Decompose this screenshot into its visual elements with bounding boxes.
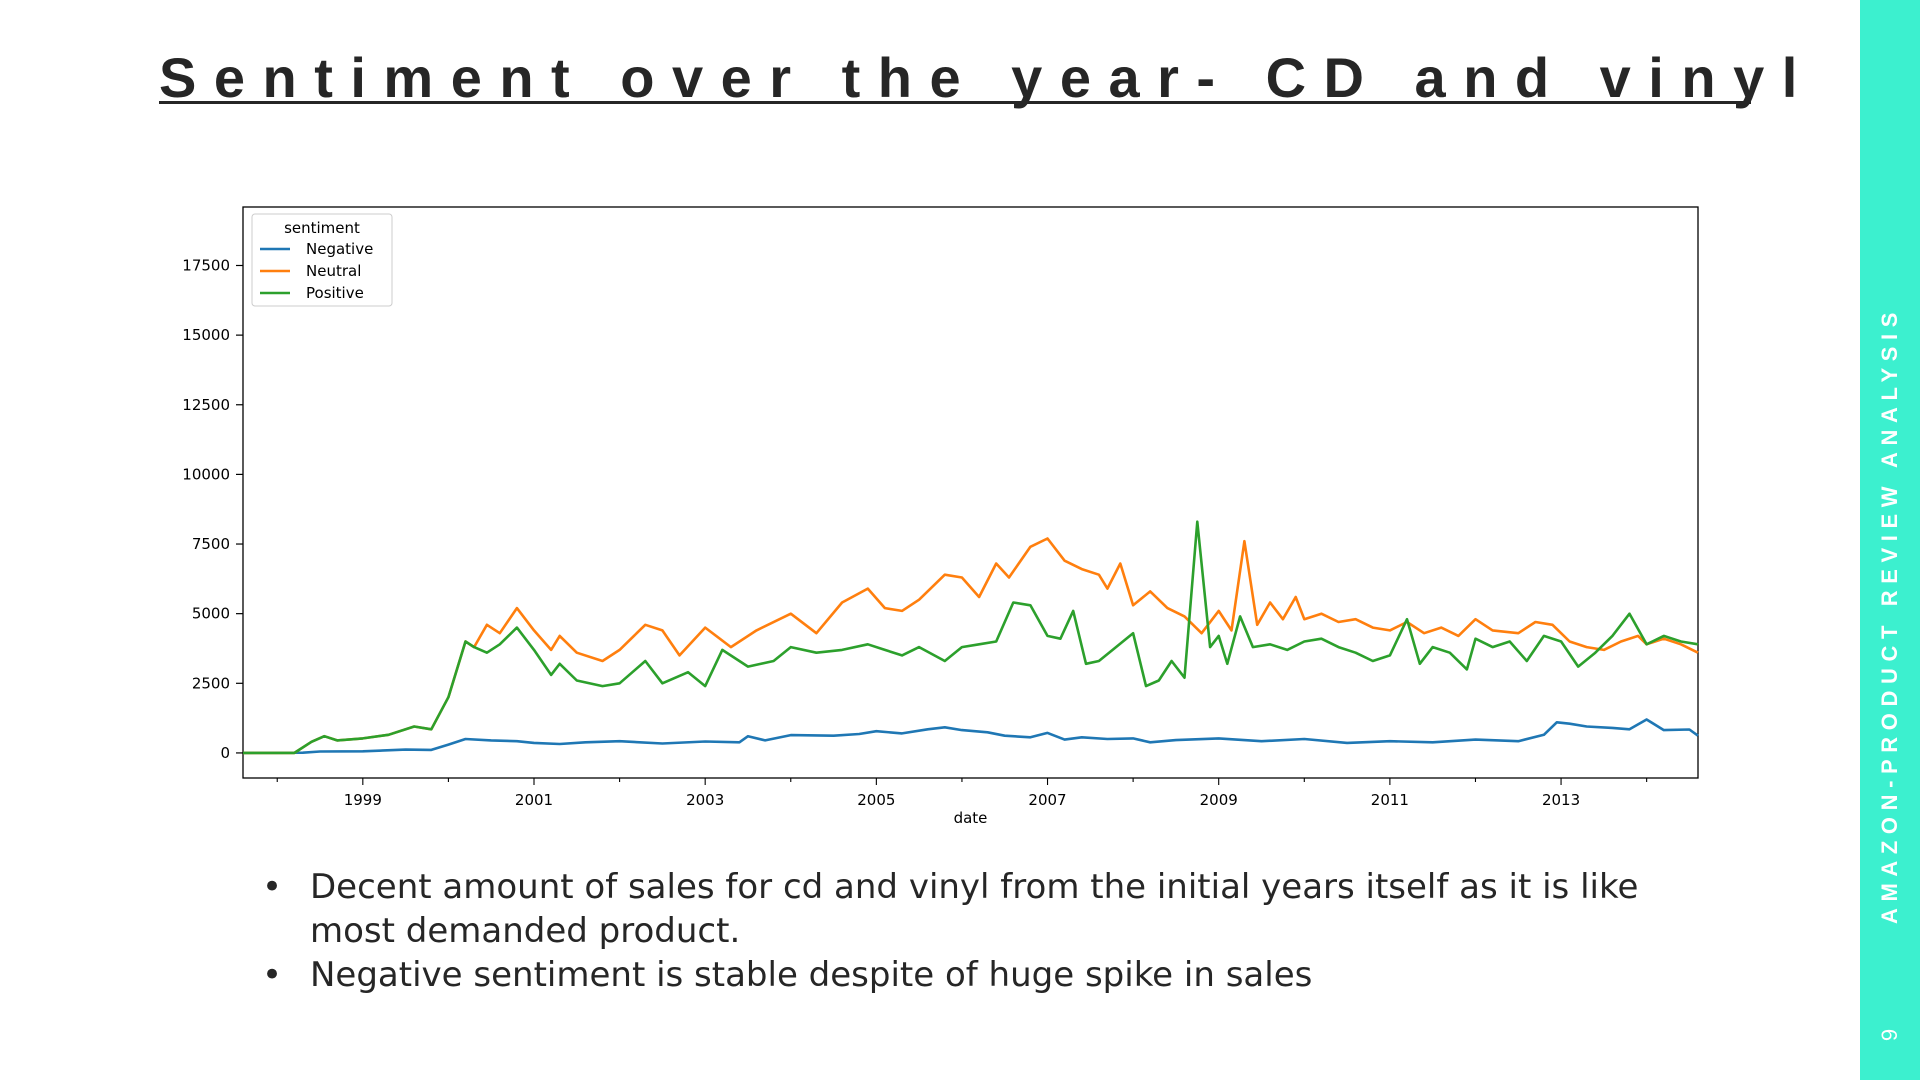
page-number: 9 (1877, 1028, 1902, 1042)
plot-frame (242, 206, 1699, 779)
y-tick-label: 15000 (182, 326, 230, 344)
x-tick-label: 2005 (857, 791, 895, 809)
y-tick-label: 10000 (182, 465, 230, 483)
y-tick-label: 2500 (192, 674, 230, 692)
side-label: AMAZON-PRODUCT REVIEW ANALYSIS (1877, 305, 1902, 925)
series-line-positive (243, 520, 1699, 755)
x-axis-label: date (954, 809, 988, 827)
x-tick-label: 2007 (1028, 791, 1066, 809)
y-tick-label: 5000 (192, 605, 230, 623)
bullet-item: Decent amount of sales for cd and vinyl … (262, 865, 1662, 953)
y-tick-label: 17500 (182, 256, 230, 274)
legend-title: sentiment (284, 219, 360, 237)
legend-label-neutral: Neutral (306, 262, 361, 280)
x-tick-label: 2001 (515, 791, 553, 809)
bullet-item: Negative sentiment is stable despite of … (262, 953, 1662, 997)
x-tick-label: 2003 (686, 791, 724, 809)
y-tick-label: 0 (220, 744, 230, 762)
series-line-negative (242, 718, 1699, 755)
side-accent-band (1860, 0, 1920, 1080)
legend-label-positive: Positive (306, 284, 364, 302)
title-underline (159, 101, 1751, 104)
slide-title: Sentiment over the year- CD and vinyl (159, 46, 1815, 109)
series-line-neutral (243, 537, 1699, 755)
x-tick-label: 1999 (344, 791, 382, 809)
bullet-list: Decent amount of sales for cd and vinyl … (262, 865, 1662, 997)
x-tick-label: 2011 (1371, 791, 1409, 809)
y-tick-label: 7500 (192, 535, 230, 553)
x-tick-label: 2009 (1200, 791, 1238, 809)
x-tick-label: 2013 (1542, 791, 1580, 809)
legend-box (251, 213, 393, 307)
y-tick-label: 12500 (182, 396, 230, 414)
legend-label-negative: Negative (306, 240, 373, 258)
